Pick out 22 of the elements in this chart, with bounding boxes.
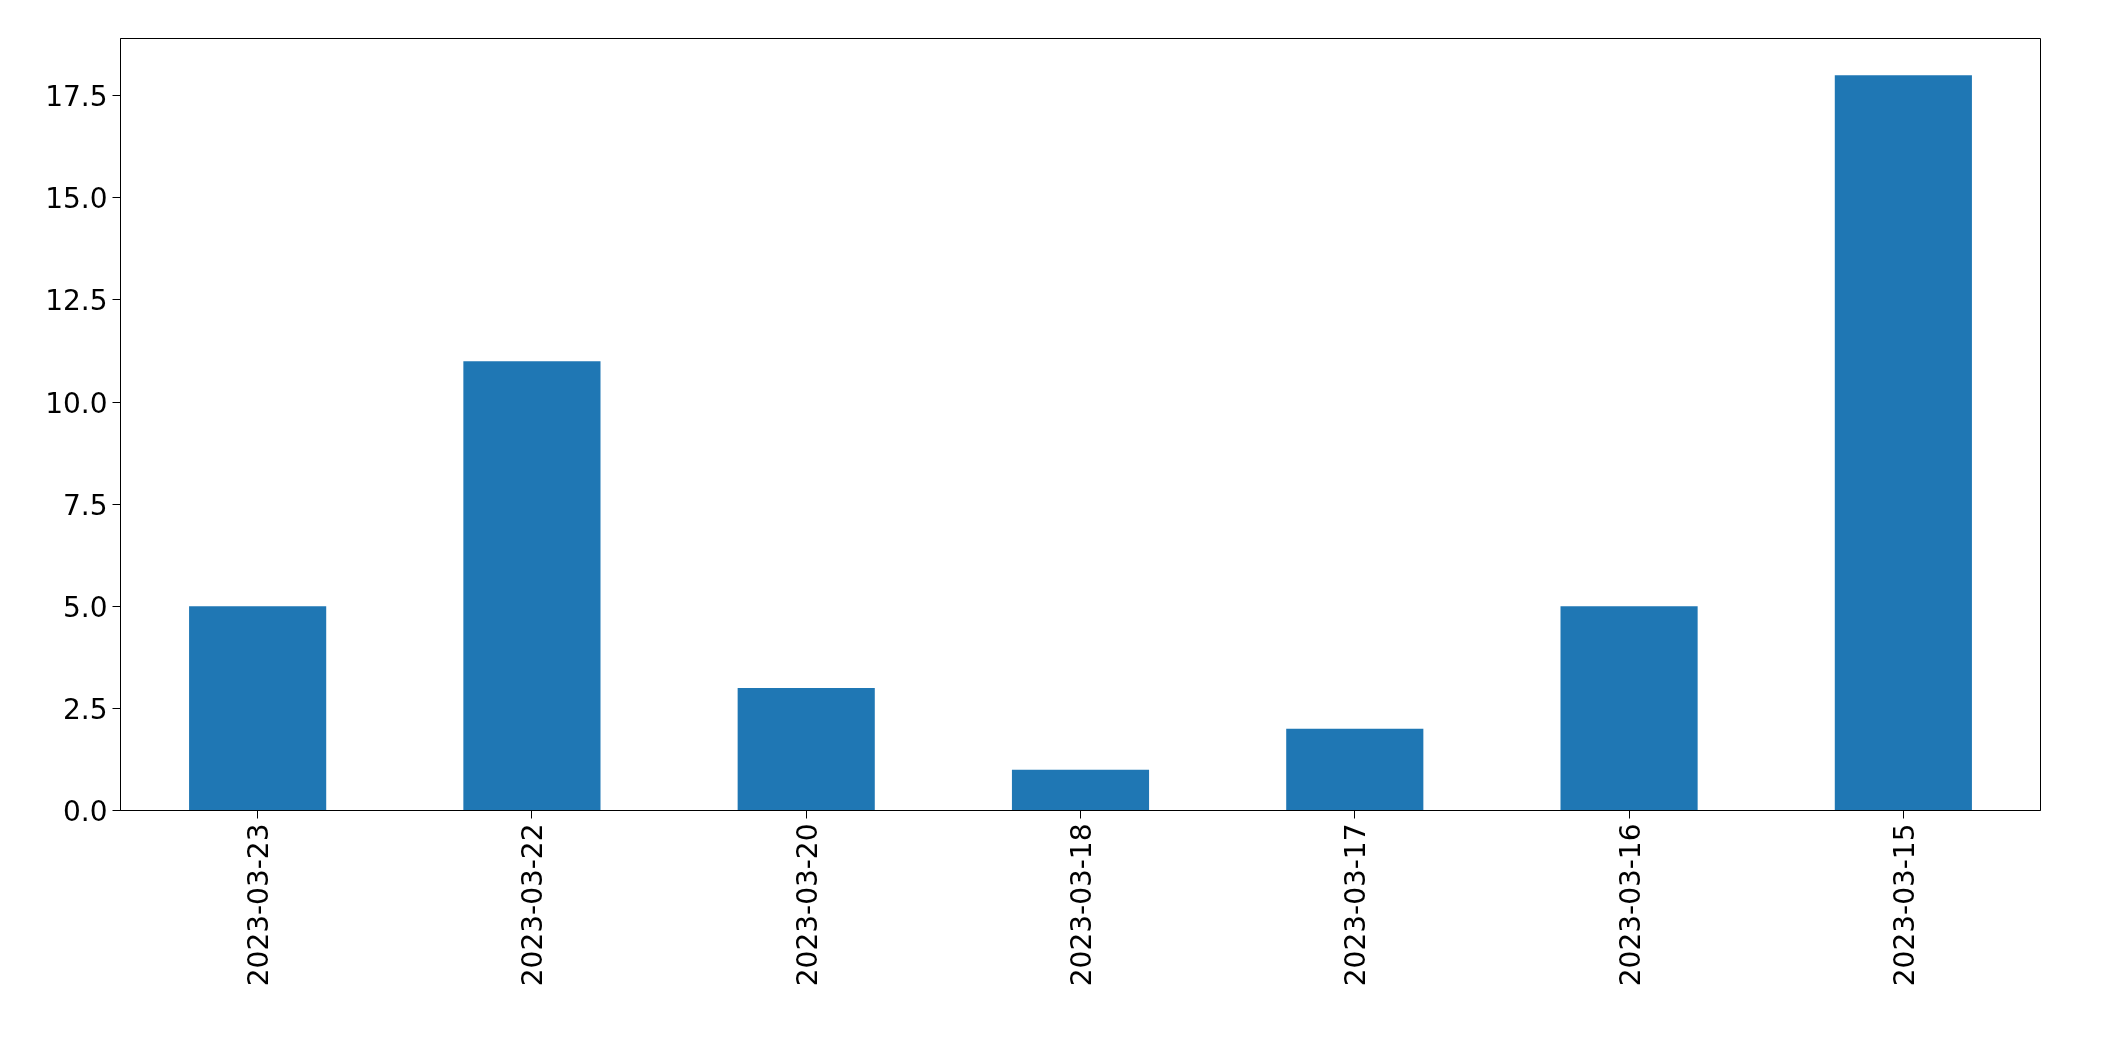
x-tick-label: 2023-03-22 xyxy=(516,823,550,987)
bar xyxy=(1834,75,1972,811)
bar xyxy=(1560,606,1698,811)
bar xyxy=(737,687,875,811)
x-tick-label: 2023-03-16 xyxy=(1613,823,1647,987)
y-tick-label: 15.0 xyxy=(45,182,108,216)
y-tick-label: 0.0 xyxy=(62,795,108,828)
y-tick-label: 10.0 xyxy=(45,386,108,420)
bar xyxy=(189,606,327,811)
bar xyxy=(1011,769,1150,811)
y-tick-label: 5.0 xyxy=(62,590,108,624)
y-tick-label: 12.5 xyxy=(45,284,108,318)
x-tick-label: 2023-03-23 xyxy=(242,823,276,987)
x-tick-label: 2023-03-15 xyxy=(1887,823,1921,987)
y-tick-label: 2.5 xyxy=(62,692,108,726)
bar xyxy=(1286,728,1424,811)
x-tick-label: 2023-03-20 xyxy=(790,823,824,987)
x-tick-label: 2023-03-18 xyxy=(1065,823,1098,987)
y-tick-label: 7.5 xyxy=(62,488,108,522)
x-tick-label: 2023-03-17 xyxy=(1339,823,1373,987)
bar xyxy=(463,361,601,811)
y-tick-label: 17.5 xyxy=(45,80,108,114)
